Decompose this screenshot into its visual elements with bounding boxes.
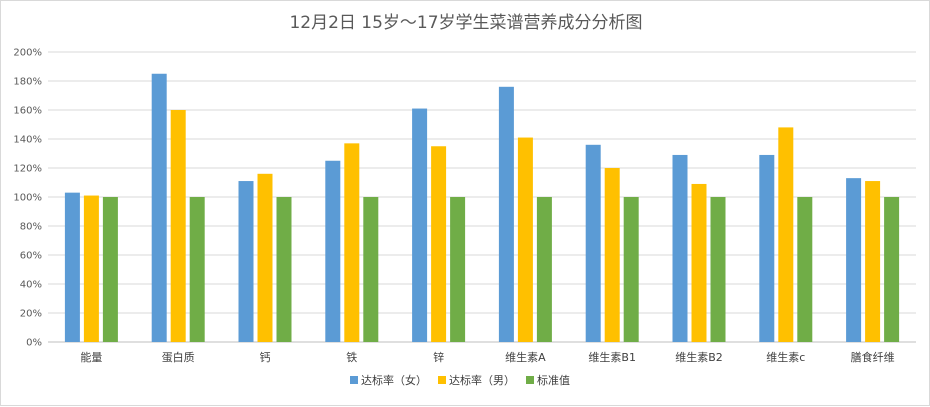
legend: 达标率（女） 达标率（男） 标准值 <box>350 373 570 387</box>
legend-label: 达标率（女） <box>361 373 427 387</box>
bar <box>585 144 601 342</box>
bar <box>884 197 900 342</box>
x-category-label: 钙 <box>260 350 271 364</box>
y-tick-label: 180% <box>13 77 42 88</box>
bar <box>344 143 360 342</box>
bar <box>83 195 99 342</box>
chart-title: 12月2日 15岁～17岁学生菜谱营养成分分析图 <box>289 13 642 33</box>
x-category-label: 维生素B2 <box>675 350 723 364</box>
bar <box>498 86 514 342</box>
y-tick-label: 0% <box>26 338 42 349</box>
legend-swatch <box>350 376 358 384</box>
y-tick-label: 40% <box>20 280 42 291</box>
bar <box>865 181 881 342</box>
bar <box>170 110 186 342</box>
x-category-label: 膳食纤维 <box>851 350 895 364</box>
bar <box>623 197 639 342</box>
bar <box>517 137 533 342</box>
bar <box>64 192 80 342</box>
bar <box>257 173 273 342</box>
bar <box>846 178 862 342</box>
x-category-label: 蛋白质 <box>162 350 195 364</box>
bar <box>276 197 292 342</box>
y-tick-label: 200% <box>13 48 42 59</box>
bar <box>778 127 794 343</box>
bar <box>691 183 707 342</box>
bar <box>189 197 205 342</box>
legend-swatch <box>526 376 534 384</box>
x-category-label: 维生素c <box>766 350 805 364</box>
y-tick-label: 120% <box>13 164 42 175</box>
y-tick-label: 80% <box>20 222 42 233</box>
bar <box>412 108 428 342</box>
y-tick-label: 60% <box>20 251 42 262</box>
x-category-label: 锌 <box>433 350 444 364</box>
bar <box>759 154 775 342</box>
bar <box>363 197 379 342</box>
y-tick-label: 160% <box>13 106 42 117</box>
x-category-label: 能量 <box>80 350 102 364</box>
y-axis-ticks: 0% 20% 40% 60% 80% 100% 120% 140% 160% 180% 200% <box>13 48 42 349</box>
x-category-label: 维生素A <box>505 350 546 364</box>
x-axis-categories: 能量 蛋白质 钙 铁 锌 维生素A 维生素B1 维生素B2 维生素c 膳食纤维 <box>80 350 894 364</box>
bars <box>64 73 900 343</box>
bar <box>797 197 813 342</box>
bar <box>536 197 552 342</box>
legend-swatch <box>438 376 446 384</box>
bar <box>672 154 688 342</box>
x-category-label: 维生素B1 <box>588 350 636 364</box>
y-tick-label: 100% <box>13 193 42 204</box>
bar <box>710 197 726 342</box>
bar <box>604 168 620 342</box>
legend-label: 达标率（男） <box>449 373 515 387</box>
bar <box>450 197 466 342</box>
bar <box>102 197 118 342</box>
x-category-label: 铁 <box>346 351 357 364</box>
y-tick-label: 20% <box>20 309 42 320</box>
bar <box>431 146 447 342</box>
bar <box>325 160 341 342</box>
legend-label: 标准值 <box>537 373 570 387</box>
bar <box>238 181 254 342</box>
y-tick-label: 140% <box>13 135 42 146</box>
bar <box>151 73 167 342</box>
